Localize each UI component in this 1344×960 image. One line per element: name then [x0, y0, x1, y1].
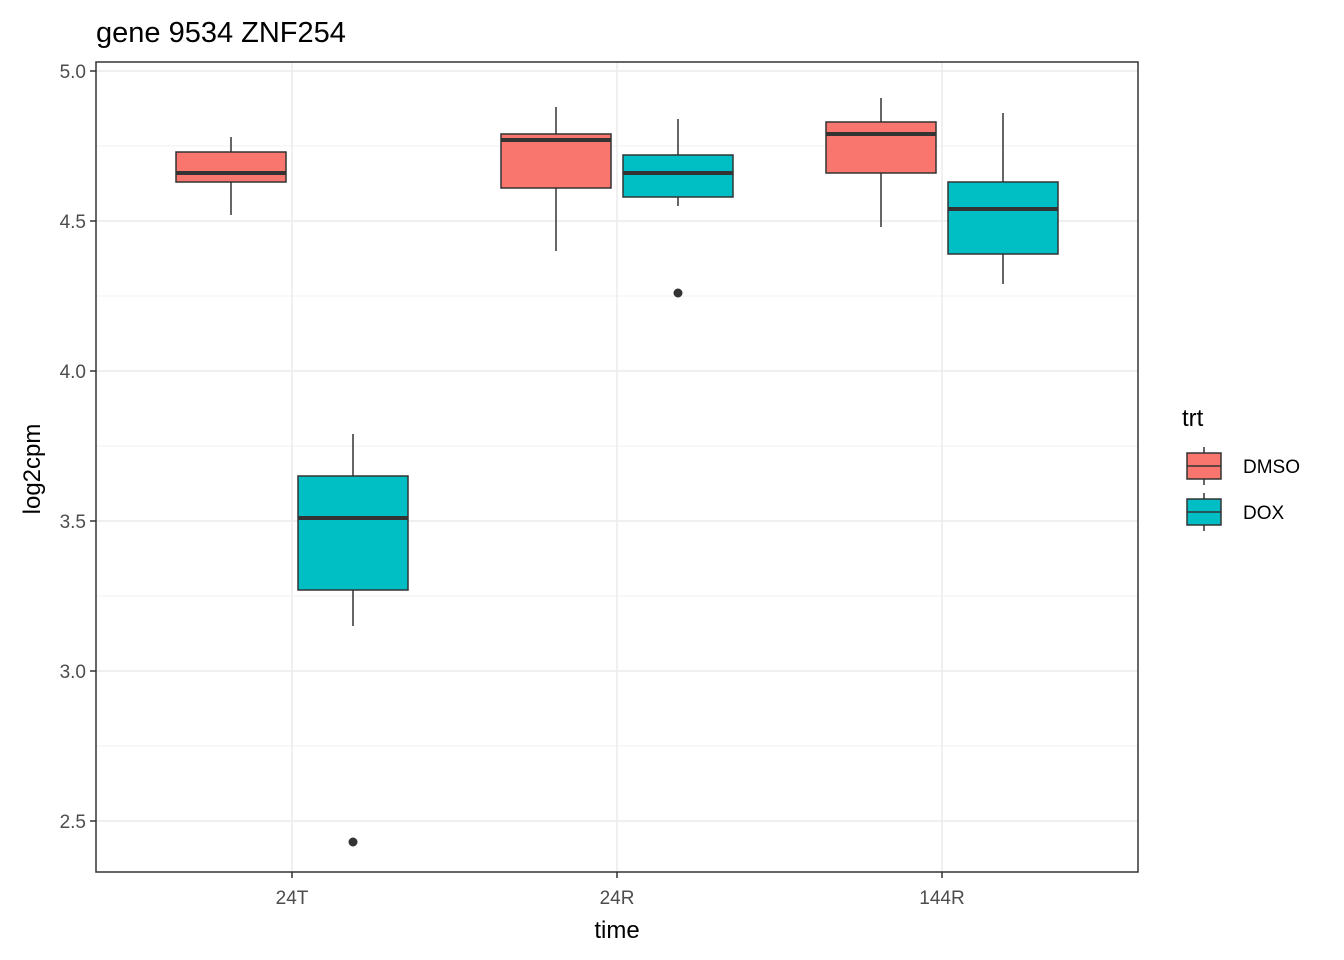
box-body [622, 154, 734, 198]
x-tick-label: 24T [276, 888, 309, 909]
box-dox-24t [297, 434, 409, 847]
box-body [500, 133, 612, 189]
x-axis-title: time [594, 917, 639, 944]
legend-label: DOX [1243, 503, 1285, 524]
chart-title: gene 9534 ZNF254 [96, 17, 346, 49]
y-tick-label: 4.0 [60, 362, 86, 383]
box-body [175, 151, 287, 183]
box-dox-144r [947, 113, 1059, 284]
legend-item-dmso: DMSO [1186, 447, 1300, 485]
legend-title: trt [1182, 405, 1204, 432]
y-tick-label: 2.5 [60, 812, 86, 833]
box-body [297, 475, 409, 591]
y-tick-label: 3.0 [60, 662, 86, 683]
y-tick-label: 5.0 [60, 62, 86, 83]
box-body [947, 181, 1059, 255]
y-tick-label: 4.5 [60, 212, 86, 233]
legend-label: DMSO [1243, 457, 1300, 478]
box-body [825, 121, 937, 174]
y-tick-label: 3.5 [60, 512, 86, 533]
box-dmso-24r [500, 107, 612, 251]
box-dmso-24t [175, 137, 287, 215]
box-layer [175, 98, 1059, 847]
legend-item-dox: DOX [1186, 493, 1285, 531]
outlier-point [673, 288, 683, 298]
y-axis: 2.5 3.0 3.5 4.0 4.5 5.0 [60, 62, 96, 833]
x-axis: 24T 24R 144R [276, 872, 965, 909]
box-dox-24r [622, 119, 734, 298]
x-tick-label: 24R [600, 888, 635, 909]
x-tick-label: 144R [919, 888, 964, 909]
box-dmso-144r [825, 98, 937, 227]
y-axis-title: log2cpm [19, 424, 46, 515]
outlier-point [348, 837, 358, 847]
legend: trt DMSO DOX [1182, 405, 1300, 531]
